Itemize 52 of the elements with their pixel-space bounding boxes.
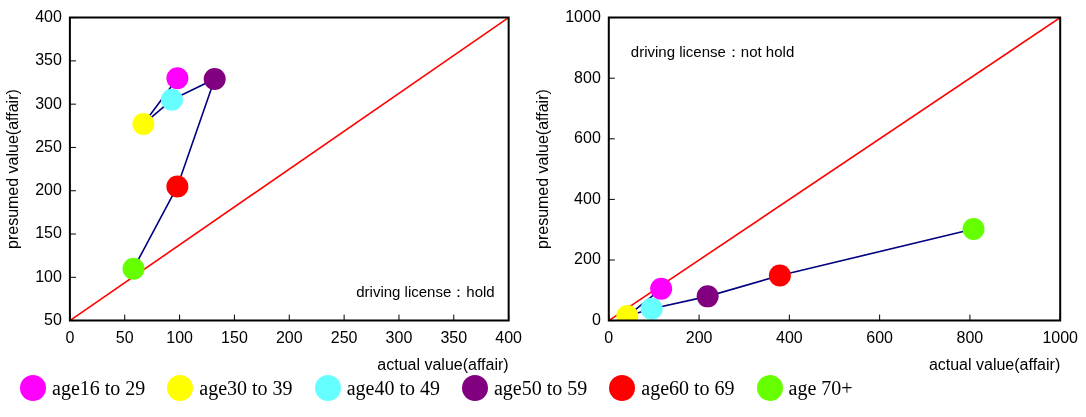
y-tick-label: 400 (35, 8, 62, 26)
annotation: driving license：not hold (630, 43, 795, 61)
x-tick-label: 0 (604, 328, 614, 346)
y-axis-title: presumed value(affair) (534, 89, 552, 249)
annotation: driving license：hold (356, 283, 495, 301)
point (650, 277, 673, 300)
y-tick-label: 200 (574, 250, 601, 268)
point (132, 113, 155, 136)
y-tick-label: 100 (35, 267, 62, 285)
x-tick-label: 600 (866, 328, 894, 346)
x-tick-label: 200 (275, 328, 303, 346)
point (166, 175, 189, 198)
y-tick-label: 0 (591, 311, 601, 329)
x-tick-label: 400 (495, 328, 523, 346)
x-tick-label: 400 (776, 328, 803, 346)
x-tick-label: 1000 (1042, 328, 1079, 346)
x-tick-label: 300 (385, 328, 413, 346)
legend-label: age 70+ (788, 376, 853, 400)
x-tick-label: 100 (166, 328, 194, 346)
legend-label: age40 to 49 (346, 376, 440, 400)
x-tick-label: 200 (685, 328, 713, 346)
x-tick-label: 250 (330, 328, 358, 346)
x-tick-label: 0 (65, 328, 75, 346)
point (696, 285, 719, 308)
y-tick-label: 800 (574, 68, 601, 86)
x-tick-label: 350 (440, 328, 468, 346)
point (166, 67, 189, 90)
y-tick-label: 350 (35, 51, 62, 69)
y-tick-label: 600 (574, 129, 601, 147)
y-tick-label: 150 (35, 224, 62, 242)
x-axis-title: actual value(affair) (377, 355, 509, 373)
y-tick-label: 300 (35, 94, 62, 112)
legend-label: age30 to 39 (199, 376, 293, 400)
point (122, 257, 145, 280)
point (160, 88, 183, 111)
x-axis-title: actual value(affair) (928, 355, 1061, 373)
point (962, 218, 985, 241)
x-tick-label: 150 (221, 328, 248, 346)
x-tick-label: 50 (115, 328, 134, 346)
x-tick-label: 800 (956, 328, 984, 346)
y-tick-label: 250 (35, 137, 62, 155)
legend-label: age60 to 69 (641, 376, 735, 400)
point (640, 297, 663, 320)
y-tick-label: 400 (574, 189, 601, 207)
y-tick-label: 50 (44, 311, 62, 329)
legend-label: age50 to 59 (493, 376, 588, 400)
y-tick-label: 1000 (565, 8, 601, 26)
point (768, 264, 791, 287)
legend-label: age16 to 29 (52, 376, 146, 400)
y-axis-title: presumed value(affair) (4, 89, 22, 249)
y-tick-label: 200 (35, 181, 62, 199)
point (203, 68, 226, 91)
